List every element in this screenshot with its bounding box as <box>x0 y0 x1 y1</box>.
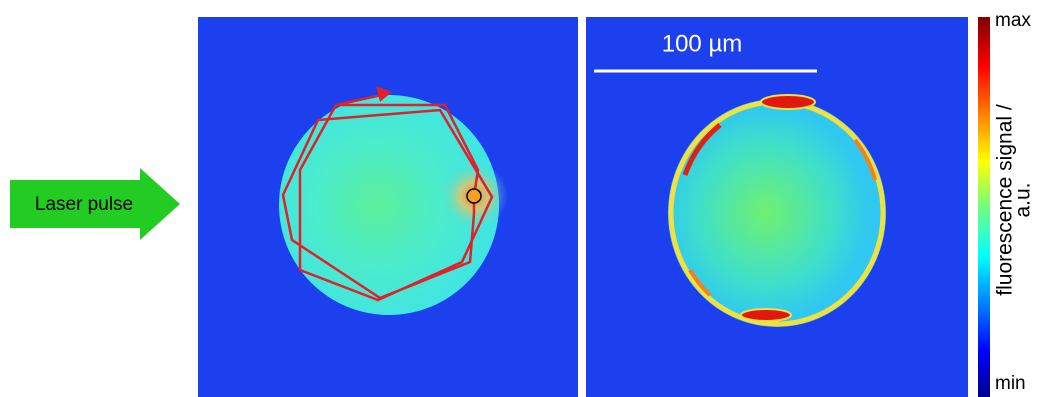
start-point <box>467 189 481 203</box>
figure: Laser pulse 100 µm max min fluorescence … <box>0 0 1047 397</box>
colorbar <box>978 17 990 397</box>
hot-cap <box>741 309 791 321</box>
hot-cap <box>761 95 815 109</box>
colorbar-max: max <box>995 10 1031 31</box>
laser-label: Laser pulse <box>35 194 133 215</box>
colorbar-title: fluorescence signal / a.u. <box>994 104 1035 296</box>
colorbar-min: min <box>995 373 1026 394</box>
scale-bar-label: 100 µm <box>662 30 743 57</box>
colorbar-title-line: a.u. <box>1012 182 1035 217</box>
